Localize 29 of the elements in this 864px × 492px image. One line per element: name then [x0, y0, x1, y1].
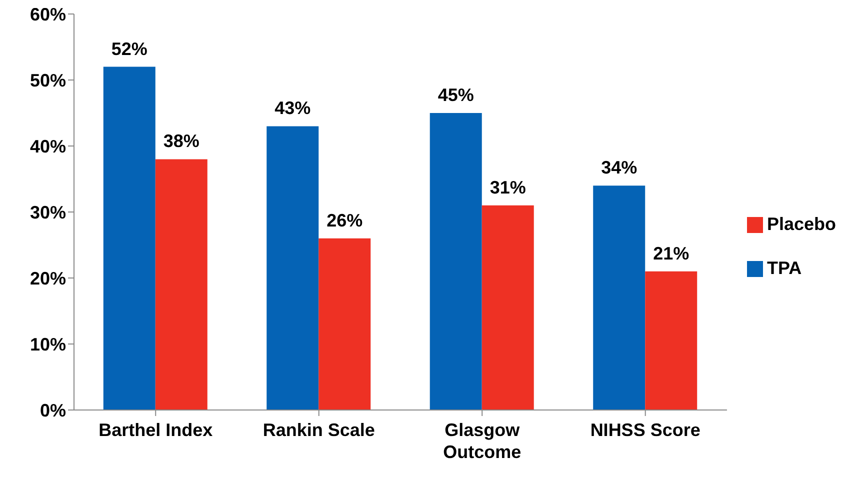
- bar: [430, 113, 482, 410]
- data-label: 45%: [438, 85, 474, 105]
- y-tick-label: 20%: [30, 268, 66, 288]
- bar: [103, 66, 156, 410]
- data-label: 43%: [274, 98, 311, 118]
- data-label: 26%: [326, 210, 363, 230]
- bar: [318, 238, 371, 410]
- y-tick-label: 40%: [30, 136, 66, 156]
- legend-label: Placebo: [766, 214, 836, 234]
- y-tick-label: 30%: [30, 202, 66, 222]
- y-tick-label: 0%: [40, 400, 66, 420]
- data-label: 52%: [111, 38, 148, 59]
- x-tick-label: Rankin Scale: [262, 420, 375, 440]
- bar: [593, 186, 646, 410]
- x-tick-label: NIHSS Score: [590, 420, 700, 440]
- data-label: 21%: [653, 243, 690, 264]
- data-label: 34%: [601, 158, 638, 178]
- y-tick-label: 10%: [30, 334, 66, 354]
- data-label: 38%: [163, 131, 200, 152]
- data-label: 31%: [490, 177, 526, 198]
- x-tick-label: Glasgow Outcome: [443, 420, 522, 462]
- bar: [482, 205, 534, 410]
- x-tick-label: Barthel Index: [98, 420, 213, 440]
- bar: [155, 159, 208, 410]
- legend-label: TPA: [766, 258, 802, 278]
- bar: [645, 271, 698, 410]
- bar: [266, 126, 319, 410]
- y-tick-label: 50%: [30, 70, 66, 90]
- y-tick-label: 60%: [30, 4, 66, 24]
